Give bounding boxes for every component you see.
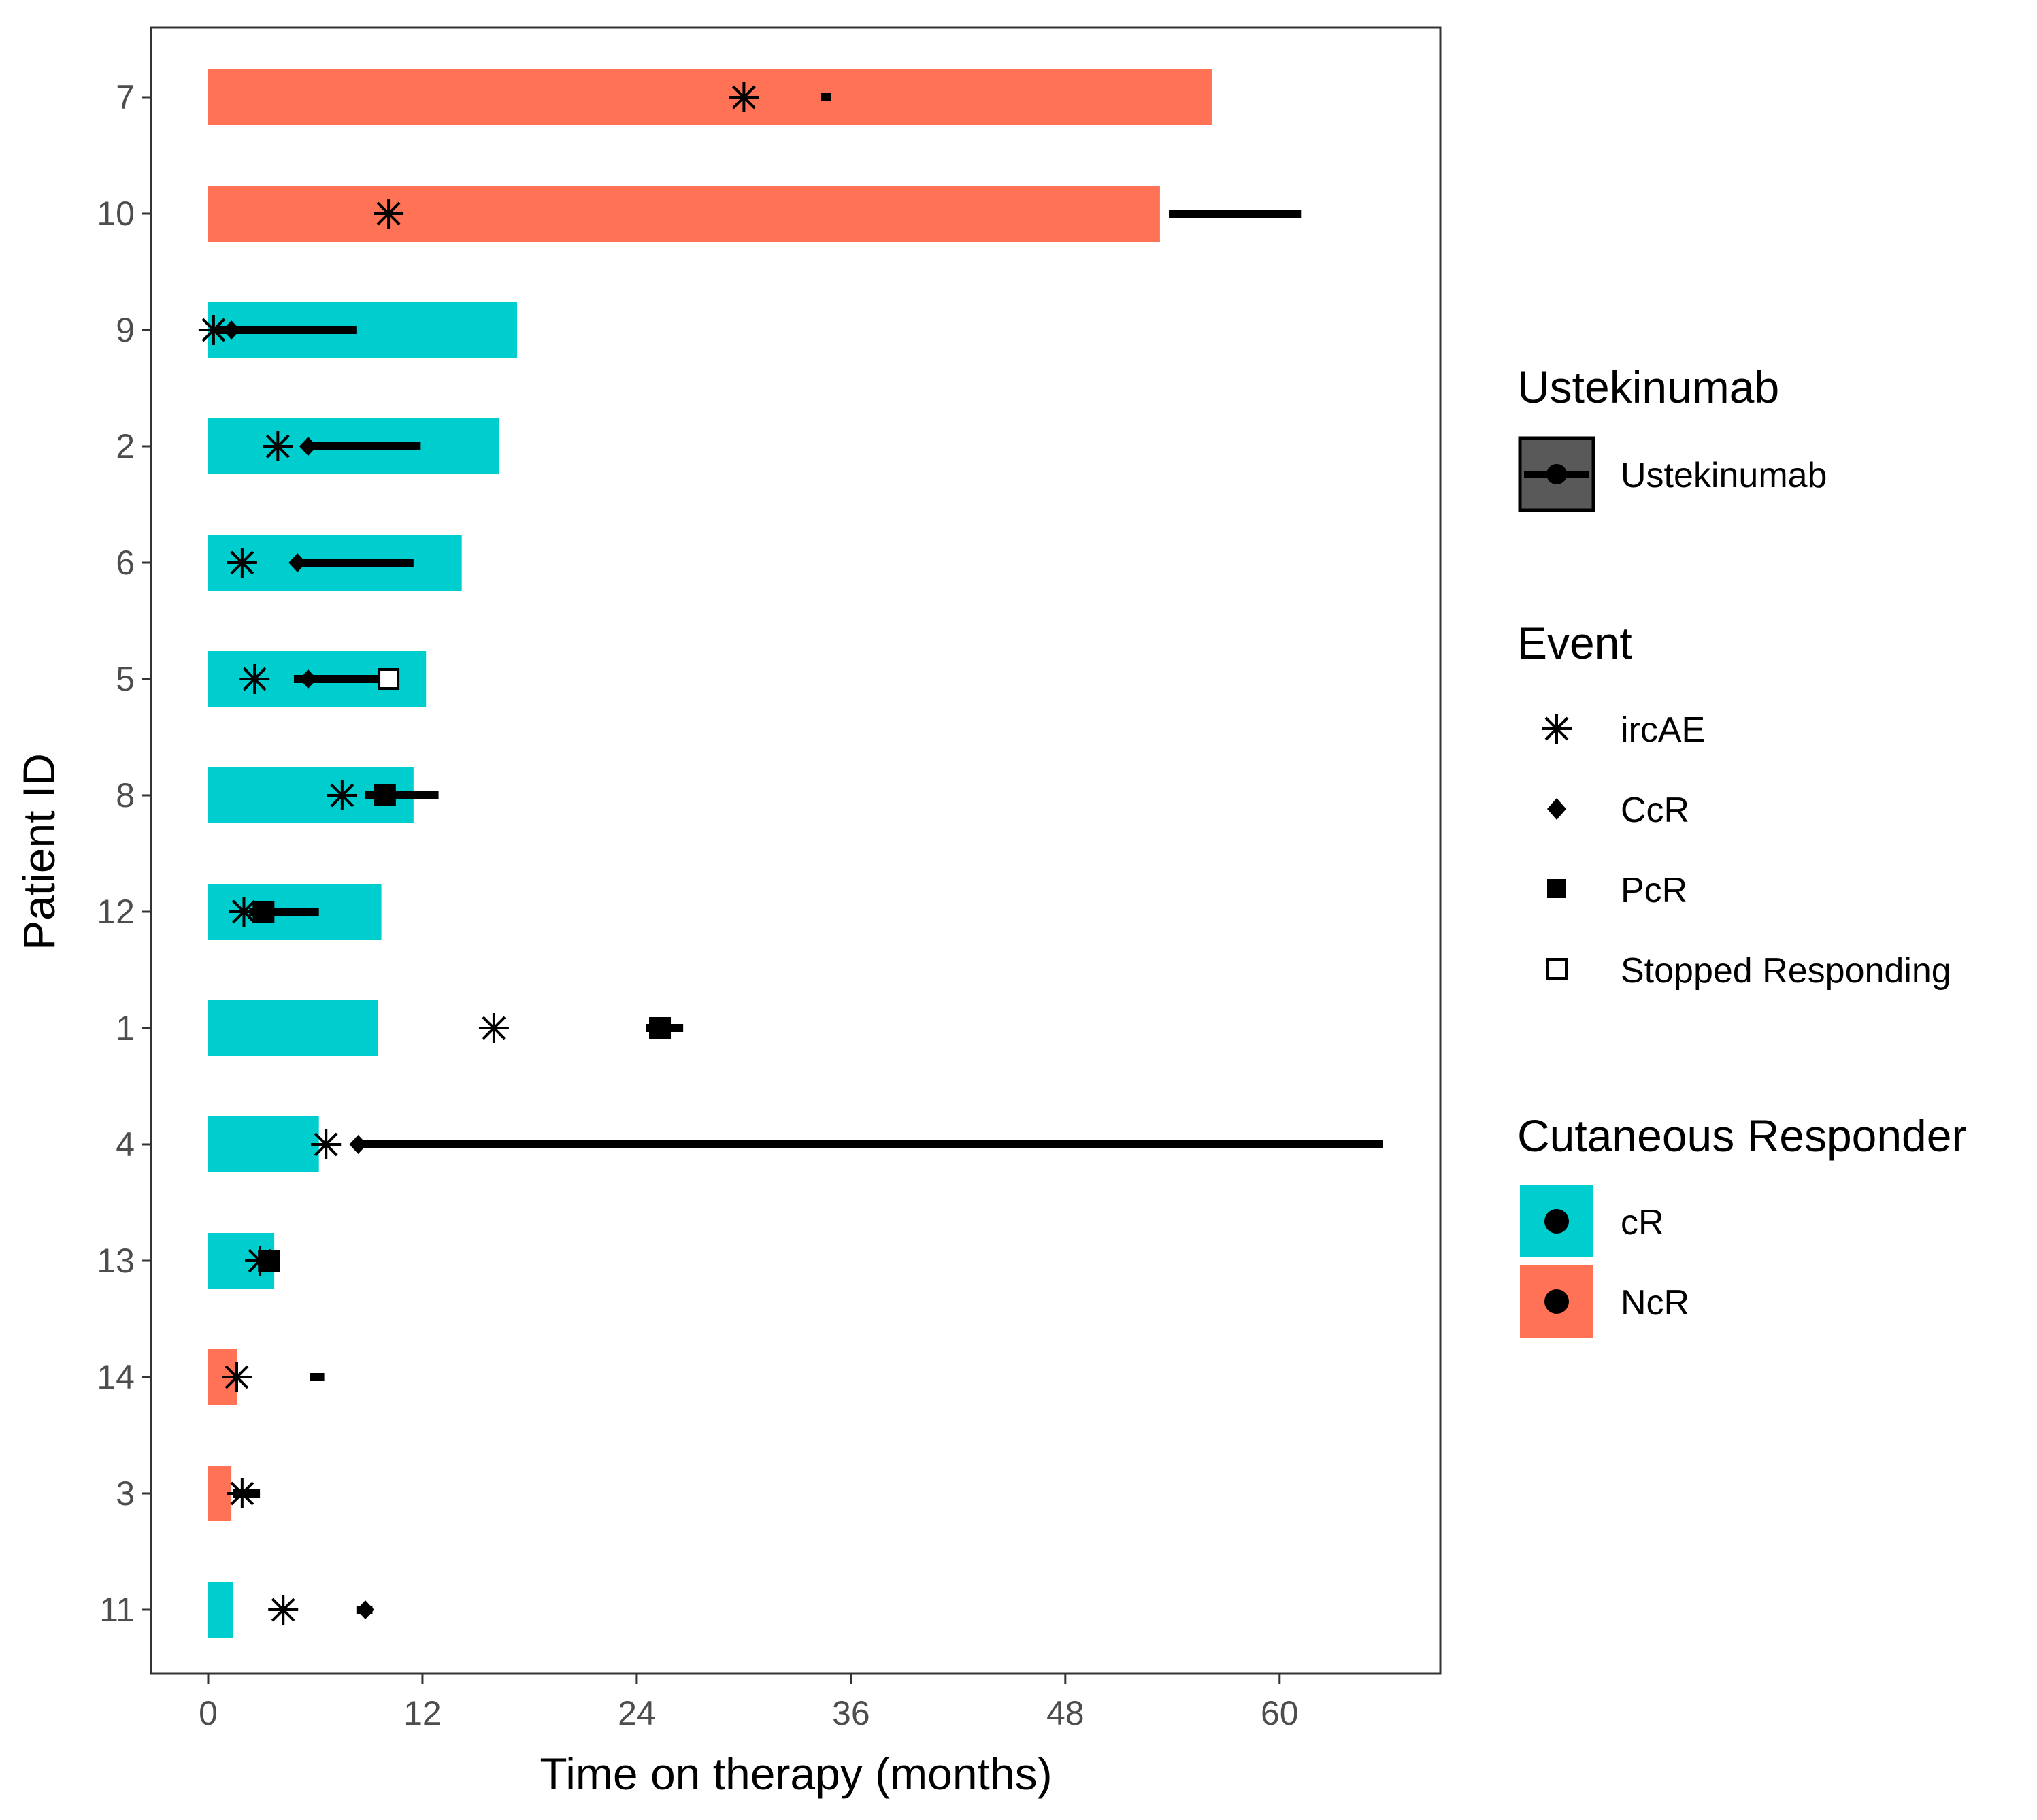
ircae-stroke [314,1132,338,1157]
legend-label-stopped-responding: Stopped Responding [1621,951,1951,991]
ccr-marker-4 [349,1135,367,1154]
ircae-stroke [330,783,354,808]
y-tick-label: 8 [116,776,135,814]
ircae-stroke [230,1481,254,1506]
bar-patient-10 [208,186,1160,242]
chart-marks [198,69,1384,1638]
legend-label-cr: cR [1621,1203,1664,1242]
y-tick-label: 6 [116,544,135,582]
y-tick-label: 2 [116,427,135,465]
y-tick-label: 12 [97,893,135,931]
y-axis-title: Patient ID [14,753,64,950]
y-tick-label: 7 [116,78,135,116]
legend-label-ustekinumab: Ustekinumab [1621,456,1827,495]
ircae-marker-11 [268,1595,299,1625]
bar-patient-4 [208,1116,319,1172]
y-tick-label: 4 [116,1125,135,1163]
ccr-marker-6 [288,553,307,572]
bar-patient-7 [208,69,1212,125]
y-tick-label: 10 [97,195,135,233]
pcr-marker-12 [252,901,275,923]
ircae-marker-9 [198,315,229,345]
ircae-marker-14 [221,1362,252,1392]
ircae-marker-8 [327,780,357,810]
ircae-stroke [731,85,756,110]
ircae-stroke [271,1598,295,1622]
stopped-responding-marker-5 [378,668,400,690]
ccr-marker-11 [356,1600,374,1619]
legend-key-pcr [1547,879,1566,898]
bar-patient-11 [208,1582,233,1638]
legend-title-ustekinumab: Ustekinumab [1517,362,1779,412]
ircae-marker-6 [227,548,257,578]
ircae-marker-5 [239,664,270,694]
y-tick-label: 13 [97,1242,135,1280]
x-tick-label: 48 [1046,1694,1084,1732]
x-tick-label: 0 [199,1694,218,1732]
pcr-marker-13 [258,1250,280,1272]
x-tick-label: 24 [618,1694,656,1732]
ircae-marker-3 [227,1478,257,1508]
x-tick-label: 60 [1261,1694,1299,1732]
pcr-marker-1 [649,1017,672,1039]
ircae-marker-10 [374,199,404,229]
plot-panel [150,26,1442,1675]
x-tick-label: 36 [832,1694,870,1732]
legend-title-responder: Cutaneous Responder [1517,1110,1966,1161]
y-tick-label: 9 [116,311,135,349]
legend-label-ccr: CcR [1621,791,1689,830]
ircae-stroke [201,318,226,342]
legend-key-ncr [1520,1265,1593,1338]
legend-label-ncr: NcR [1621,1283,1689,1323]
y-tick-label: 3 [116,1474,135,1512]
legend-label-ircae: ircAE [1621,710,1705,750]
ircae-marker-2 [263,431,293,461]
ircae-stroke [230,550,254,575]
ccr-marker-2 [299,437,317,456]
y-tick-label: 11 [99,1591,135,1629]
legend: Ustekinumab Ustekinumab Event ircAE CcR … [1517,362,1966,1338]
ircae-marker-4 [311,1129,342,1159]
legend-key-cr [1520,1185,1593,1257]
y-tick-label: 5 [116,660,135,698]
ccr-marker-9 [222,320,241,340]
ircae-stroke [376,201,401,226]
ircae-marker-7 [729,82,759,112]
ccr-marker-5 [299,669,317,689]
x-axis-title: Time on therapy (months) [540,1749,1052,1799]
ircae-stroke [225,1365,249,1389]
legend-key-stopped-responding [1546,958,1568,980]
ircae-stroke [265,434,290,459]
ircae-stroke [232,899,256,924]
legend-key-ircae [1542,714,1572,744]
legend-key-ustekinumab [1518,436,1595,512]
ircae-stroke [482,1016,506,1040]
bar-patient-1 [208,1000,378,1056]
legend-key-ccr [1547,798,1566,820]
y-tick-label: 14 [97,1358,135,1396]
pcr-marker-8 [374,784,396,806]
ircae-stroke [242,667,267,691]
y-tick-label: 1 [116,1009,135,1047]
legend-label-pcr: PcR [1621,871,1687,910]
ircae-marker-1 [478,1013,509,1043]
x-tick-label: 12 [403,1694,442,1732]
legend-title-event: Event [1517,618,1632,668]
